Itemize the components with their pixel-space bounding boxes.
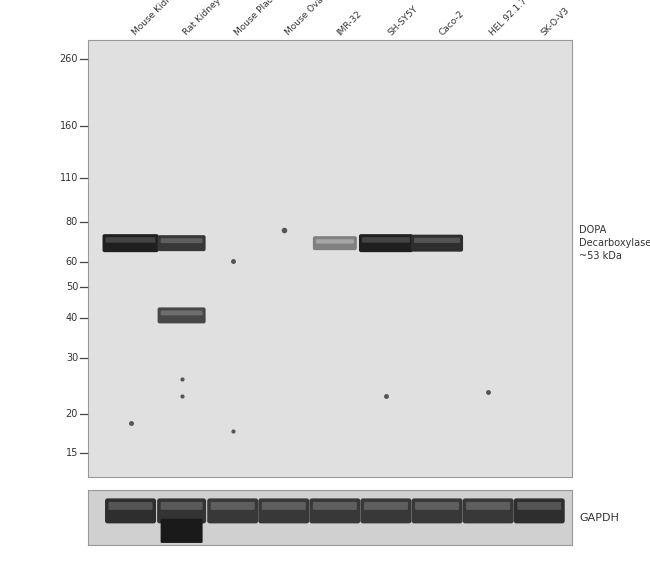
FancyBboxPatch shape [161, 502, 203, 510]
FancyBboxPatch shape [313, 236, 357, 250]
Text: Caco-2: Caco-2 [437, 9, 465, 37]
FancyBboxPatch shape [411, 234, 463, 251]
Text: SH-SY5Y: SH-SY5Y [386, 4, 419, 37]
Text: GAPDH: GAPDH [579, 512, 619, 523]
FancyBboxPatch shape [316, 239, 354, 244]
FancyBboxPatch shape [161, 310, 203, 315]
Text: 160: 160 [60, 121, 78, 131]
FancyBboxPatch shape [514, 498, 565, 523]
FancyBboxPatch shape [161, 238, 203, 243]
FancyBboxPatch shape [105, 498, 156, 523]
FancyBboxPatch shape [105, 237, 155, 242]
FancyBboxPatch shape [157, 498, 206, 523]
FancyBboxPatch shape [258, 498, 309, 523]
FancyBboxPatch shape [109, 502, 153, 510]
FancyBboxPatch shape [313, 502, 357, 510]
FancyBboxPatch shape [415, 502, 459, 510]
Text: 15: 15 [66, 449, 78, 458]
Text: 40: 40 [66, 313, 78, 323]
Text: 80: 80 [66, 217, 78, 227]
Text: SK-O-V3: SK-O-V3 [540, 6, 571, 37]
Text: 20: 20 [66, 408, 78, 419]
Text: IMR-32: IMR-32 [335, 9, 363, 37]
FancyBboxPatch shape [463, 498, 514, 523]
Text: DOPA
Decarboxylase
~53 kDa: DOPA Decarboxylase ~53 kDa [579, 225, 650, 262]
Text: 110: 110 [60, 173, 78, 183]
FancyBboxPatch shape [414, 238, 460, 243]
FancyBboxPatch shape [157, 235, 205, 251]
Text: 260: 260 [60, 54, 78, 64]
FancyBboxPatch shape [309, 498, 360, 523]
FancyBboxPatch shape [364, 502, 408, 510]
Text: Rat Kidney: Rat Kidney [181, 0, 222, 37]
Text: 50: 50 [66, 282, 78, 292]
FancyBboxPatch shape [262, 502, 305, 510]
FancyBboxPatch shape [359, 234, 413, 252]
FancyBboxPatch shape [211, 502, 255, 510]
Text: 30: 30 [66, 353, 78, 363]
Text: 60: 60 [66, 257, 78, 267]
FancyBboxPatch shape [207, 498, 258, 523]
Text: Mouse Kidney: Mouse Kidney [131, 0, 181, 37]
FancyBboxPatch shape [157, 307, 205, 323]
FancyBboxPatch shape [362, 237, 410, 242]
FancyBboxPatch shape [517, 502, 561, 510]
FancyBboxPatch shape [411, 498, 463, 523]
FancyBboxPatch shape [361, 498, 411, 523]
Text: Mouse Placenta: Mouse Placenta [233, 0, 289, 37]
FancyBboxPatch shape [161, 519, 203, 543]
Text: Mouse Ovary: Mouse Ovary [284, 0, 332, 37]
FancyBboxPatch shape [103, 234, 159, 252]
Text: HEL 92.1.7: HEL 92.1.7 [488, 0, 529, 37]
FancyBboxPatch shape [466, 502, 510, 510]
